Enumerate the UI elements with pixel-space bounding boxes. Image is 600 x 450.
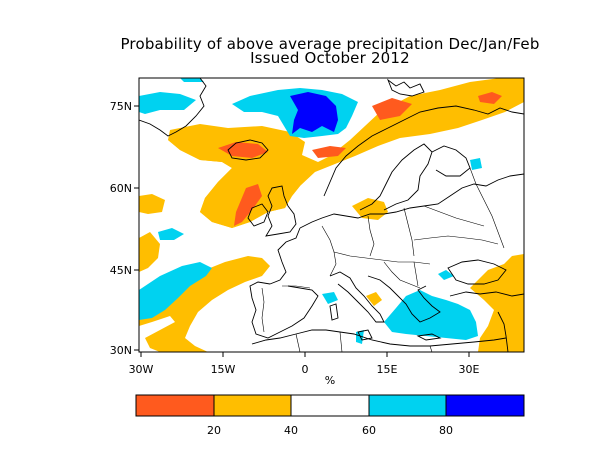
field-north-sea-orange xyxy=(352,198,388,220)
field-uk-red xyxy=(234,184,262,226)
lon-label-30e: 30E xyxy=(459,363,480,376)
lon-label-15e: 15E xyxy=(377,363,398,376)
x-unit-label: % xyxy=(325,374,335,387)
border-central-europe xyxy=(333,251,431,265)
lon-label-0: 0 xyxy=(302,363,309,376)
field-med-cyan xyxy=(384,290,478,340)
field-baltic-cyan xyxy=(470,158,482,170)
border-belarus-ukraine xyxy=(413,235,499,245)
britain-coast xyxy=(265,185,297,237)
field-greenland-cyan xyxy=(139,92,196,114)
border-balkans-a xyxy=(383,261,421,289)
north-africa-coast xyxy=(251,329,507,347)
field-iceland-orange xyxy=(168,140,300,228)
border-spain-portugal xyxy=(261,287,265,333)
border-north-africa-c xyxy=(429,345,433,352)
border-russia xyxy=(469,167,505,249)
field-east-orange xyxy=(470,254,524,352)
colorbar: 20 40 60 80 xyxy=(135,394,525,437)
border-poland-east xyxy=(403,207,415,257)
field-biscay-cyan xyxy=(139,262,212,320)
border-germany-poland xyxy=(367,215,375,257)
field-barents-red xyxy=(478,92,502,104)
map-frame xyxy=(138,77,525,353)
colorbar-label-20: 20 xyxy=(207,424,221,437)
map-title: Probability of above average precipitati… xyxy=(120,35,540,53)
lat-label-75n: 75N xyxy=(110,100,132,113)
lon-label-30w: 30W xyxy=(129,363,154,376)
svalbard-coast xyxy=(386,78,425,97)
colorbar-segment-40-60 xyxy=(291,395,369,416)
border-france-germany xyxy=(321,225,337,277)
balkan-coast xyxy=(367,275,441,323)
field-norwegian-sea-red xyxy=(372,98,412,120)
coastlines xyxy=(139,78,524,352)
ireland-coast xyxy=(247,203,269,227)
field-faroes-red xyxy=(312,146,346,158)
scandinavia-coast xyxy=(323,105,524,197)
field-mid-atlantic-orange xyxy=(139,232,160,272)
lat-label-30n: 30N xyxy=(110,344,132,357)
france-coast xyxy=(269,227,301,285)
lon-label-15w: 15W xyxy=(211,363,236,376)
iceland-coast xyxy=(227,139,269,161)
border-balkans-b xyxy=(413,261,419,287)
field-west-atlantic-orange xyxy=(139,194,165,214)
crete-coast xyxy=(416,333,442,341)
field-norwegian-sea-blue xyxy=(290,92,338,134)
border-north-africa-a xyxy=(295,333,301,352)
colorbar-label-40: 40 xyxy=(284,424,298,437)
border-baltic-states xyxy=(423,205,485,227)
italy-coast xyxy=(329,271,385,323)
probability-fields xyxy=(139,78,524,352)
sicily-coast xyxy=(357,329,373,341)
lon-tick-marks xyxy=(140,352,470,357)
turkey-coast xyxy=(449,291,524,297)
field-southwest-orange xyxy=(139,256,270,352)
border-north-africa-b xyxy=(339,331,343,352)
field-arctic-cyan xyxy=(180,78,204,82)
field-atlantic-cyan xyxy=(158,228,184,240)
finland-coast xyxy=(431,145,471,177)
sardinia-coast xyxy=(329,303,339,321)
colorbar-segment-0-20 xyxy=(136,395,214,416)
map-subtitle: Issued October 2012 xyxy=(250,49,410,67)
colorbar-label-60: 60 xyxy=(362,424,376,437)
sweden-coast xyxy=(359,143,433,211)
colorbar-label-80: 80 xyxy=(439,424,453,437)
lat-label-45n: 45N xyxy=(110,264,132,277)
field-iberia-cyan xyxy=(322,292,338,304)
colorbar-segment-20-40 xyxy=(214,395,291,416)
greenland-coast xyxy=(139,78,207,137)
colorbar-segment-60-80 xyxy=(369,395,446,416)
field-balkan-cyan xyxy=(438,270,454,280)
levant-coast xyxy=(497,311,509,352)
border-france-spain xyxy=(282,285,311,289)
colorbar-segment-80-100 xyxy=(446,395,524,416)
lat-label-60n: 60N xyxy=(110,182,132,195)
black-sea-coast xyxy=(447,259,507,285)
country-borders xyxy=(261,167,505,352)
iberia-coast xyxy=(249,281,319,339)
colorbar-frame xyxy=(135,394,525,417)
lat-tick-marks xyxy=(134,105,139,351)
field-italy-orange xyxy=(366,292,382,306)
continent-coast xyxy=(299,173,524,229)
